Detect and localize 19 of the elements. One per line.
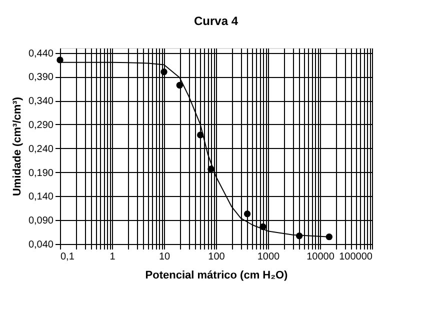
x-tick-label: 100 [208,252,226,262]
x-tick-label: 10000 [306,252,335,262]
y-tick-label: 0,140 [28,192,54,203]
x-tick-label: 1000 [257,252,280,262]
x-tick-label: 10 [158,252,170,262]
x-tick-label: 1 [110,252,116,262]
x-axis-title: Potencial mátrico (cm H₂O) [145,270,288,282]
chart-title: Curva 4 [194,14,238,28]
y-tick-label: 0,290 [28,120,54,131]
y-tick-label: 0,390 [28,72,54,84]
y-tick-label: 0,190 [28,168,54,179]
y-tick-label: 0,340 [28,96,54,108]
x-tick-label: 100000 [339,252,373,262]
y-tick-label: 0,440 [28,48,54,60]
y-tick-label: 0,240 [28,144,54,155]
y-tick-label: 0,040 [28,240,54,250]
x-tick-label: 0,1 [60,252,75,262]
y-tick-label: 0,090 [28,216,54,227]
y-axis-title: Umidade (cm³/cm³) [11,96,24,196]
